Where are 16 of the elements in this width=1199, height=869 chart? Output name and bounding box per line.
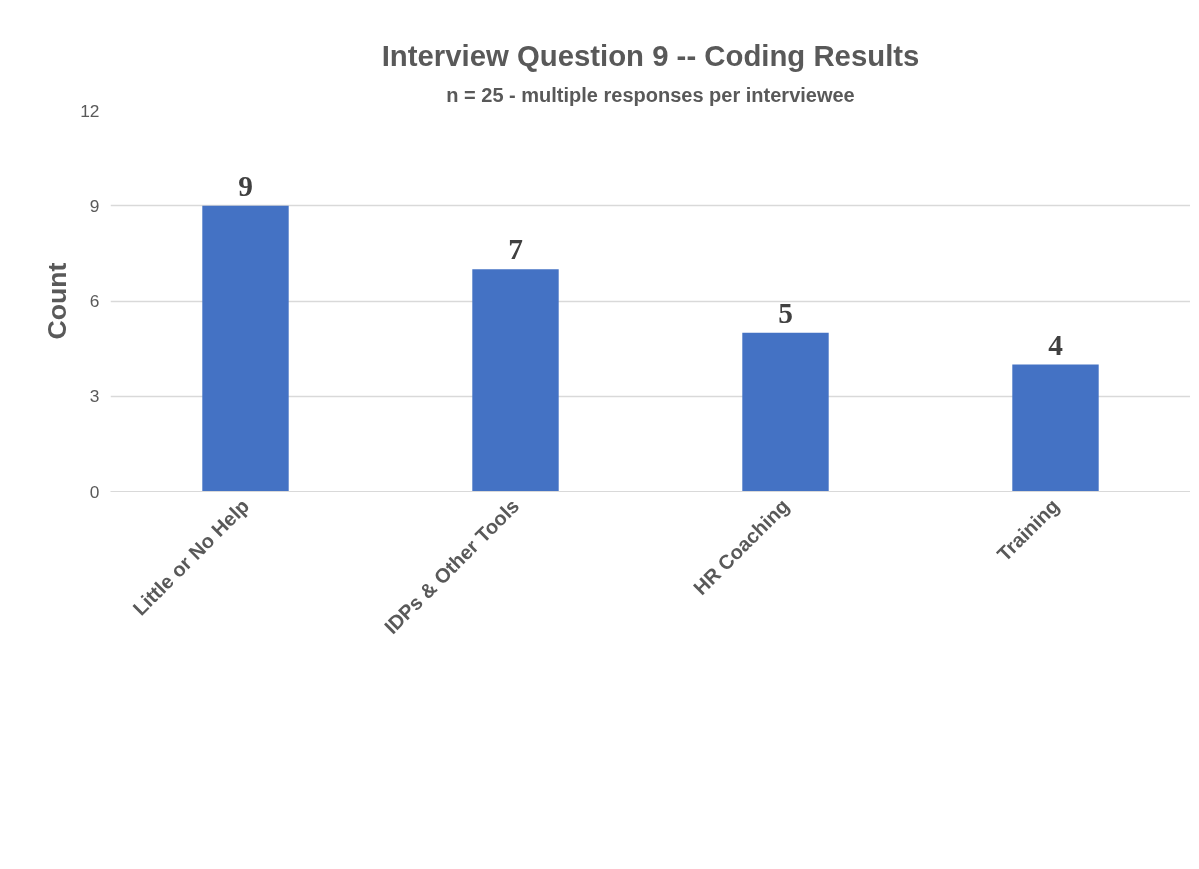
bar	[1012, 364, 1099, 492]
bar	[202, 205, 289, 492]
data-label: 7	[508, 233, 523, 266]
chart-subtitle: n = 25 - multiple responses per interviewee	[446, 83, 855, 106]
y-axis-title: Count	[42, 262, 73, 340]
data-label: 9	[238, 169, 253, 202]
data-label: 4	[1048, 328, 1064, 361]
y-tick-label: 0	[89, 481, 100, 502]
y-tick-label: 12	[80, 100, 100, 121]
y-tick-label: 3	[89, 386, 100, 407]
data-label: 5	[778, 296, 793, 329]
chart-title: Interview Question 9 -- Coding Results	[381, 38, 920, 72]
y-tick-label: 6	[89, 291, 100, 311]
bar	[742, 332, 829, 492]
bar	[472, 269, 559, 492]
y-tick-label: 9	[89, 195, 100, 216]
